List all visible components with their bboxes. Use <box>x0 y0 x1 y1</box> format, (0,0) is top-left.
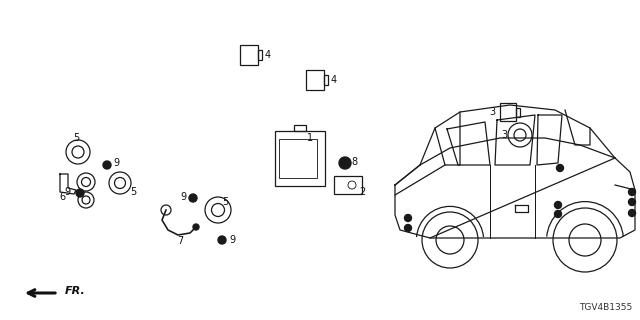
Text: 3: 3 <box>501 130 507 140</box>
Circle shape <box>404 214 412 221</box>
Circle shape <box>189 194 197 202</box>
Circle shape <box>218 236 226 244</box>
Circle shape <box>339 157 351 169</box>
Text: 5: 5 <box>130 187 136 197</box>
Bar <box>324 75 328 85</box>
Bar <box>334 176 362 194</box>
Circle shape <box>193 224 199 230</box>
Text: 4: 4 <box>331 75 337 85</box>
Bar <box>279 139 317 178</box>
Bar <box>294 124 306 131</box>
Text: 9: 9 <box>180 192 186 202</box>
Text: 9: 9 <box>113 158 119 168</box>
Text: 2: 2 <box>359 187 365 197</box>
Circle shape <box>628 210 636 217</box>
Text: 9: 9 <box>229 235 235 245</box>
Text: 6: 6 <box>59 192 65 202</box>
Bar <box>500 103 516 121</box>
Bar <box>275 131 325 186</box>
Text: 4: 4 <box>265 50 271 60</box>
Text: 5: 5 <box>222 197 228 207</box>
Circle shape <box>76 189 84 197</box>
Text: TGV4B1355: TGV4B1355 <box>579 303 632 312</box>
Text: 3: 3 <box>489 107 495 117</box>
Text: 7: 7 <box>177 236 183 246</box>
Circle shape <box>103 161 111 169</box>
Circle shape <box>628 188 636 196</box>
Text: 5: 5 <box>73 133 79 143</box>
Text: 1: 1 <box>307 133 313 143</box>
Bar <box>306 70 324 90</box>
Circle shape <box>554 202 561 209</box>
Bar <box>240 45 258 65</box>
Text: FR.: FR. <box>65 286 86 296</box>
Bar <box>258 50 262 60</box>
Text: 9: 9 <box>64 187 70 197</box>
Bar <box>516 108 520 116</box>
Text: 8: 8 <box>351 157 357 167</box>
Circle shape <box>404 225 412 231</box>
Circle shape <box>557 164 563 172</box>
Circle shape <box>554 211 561 218</box>
Circle shape <box>628 198 636 205</box>
